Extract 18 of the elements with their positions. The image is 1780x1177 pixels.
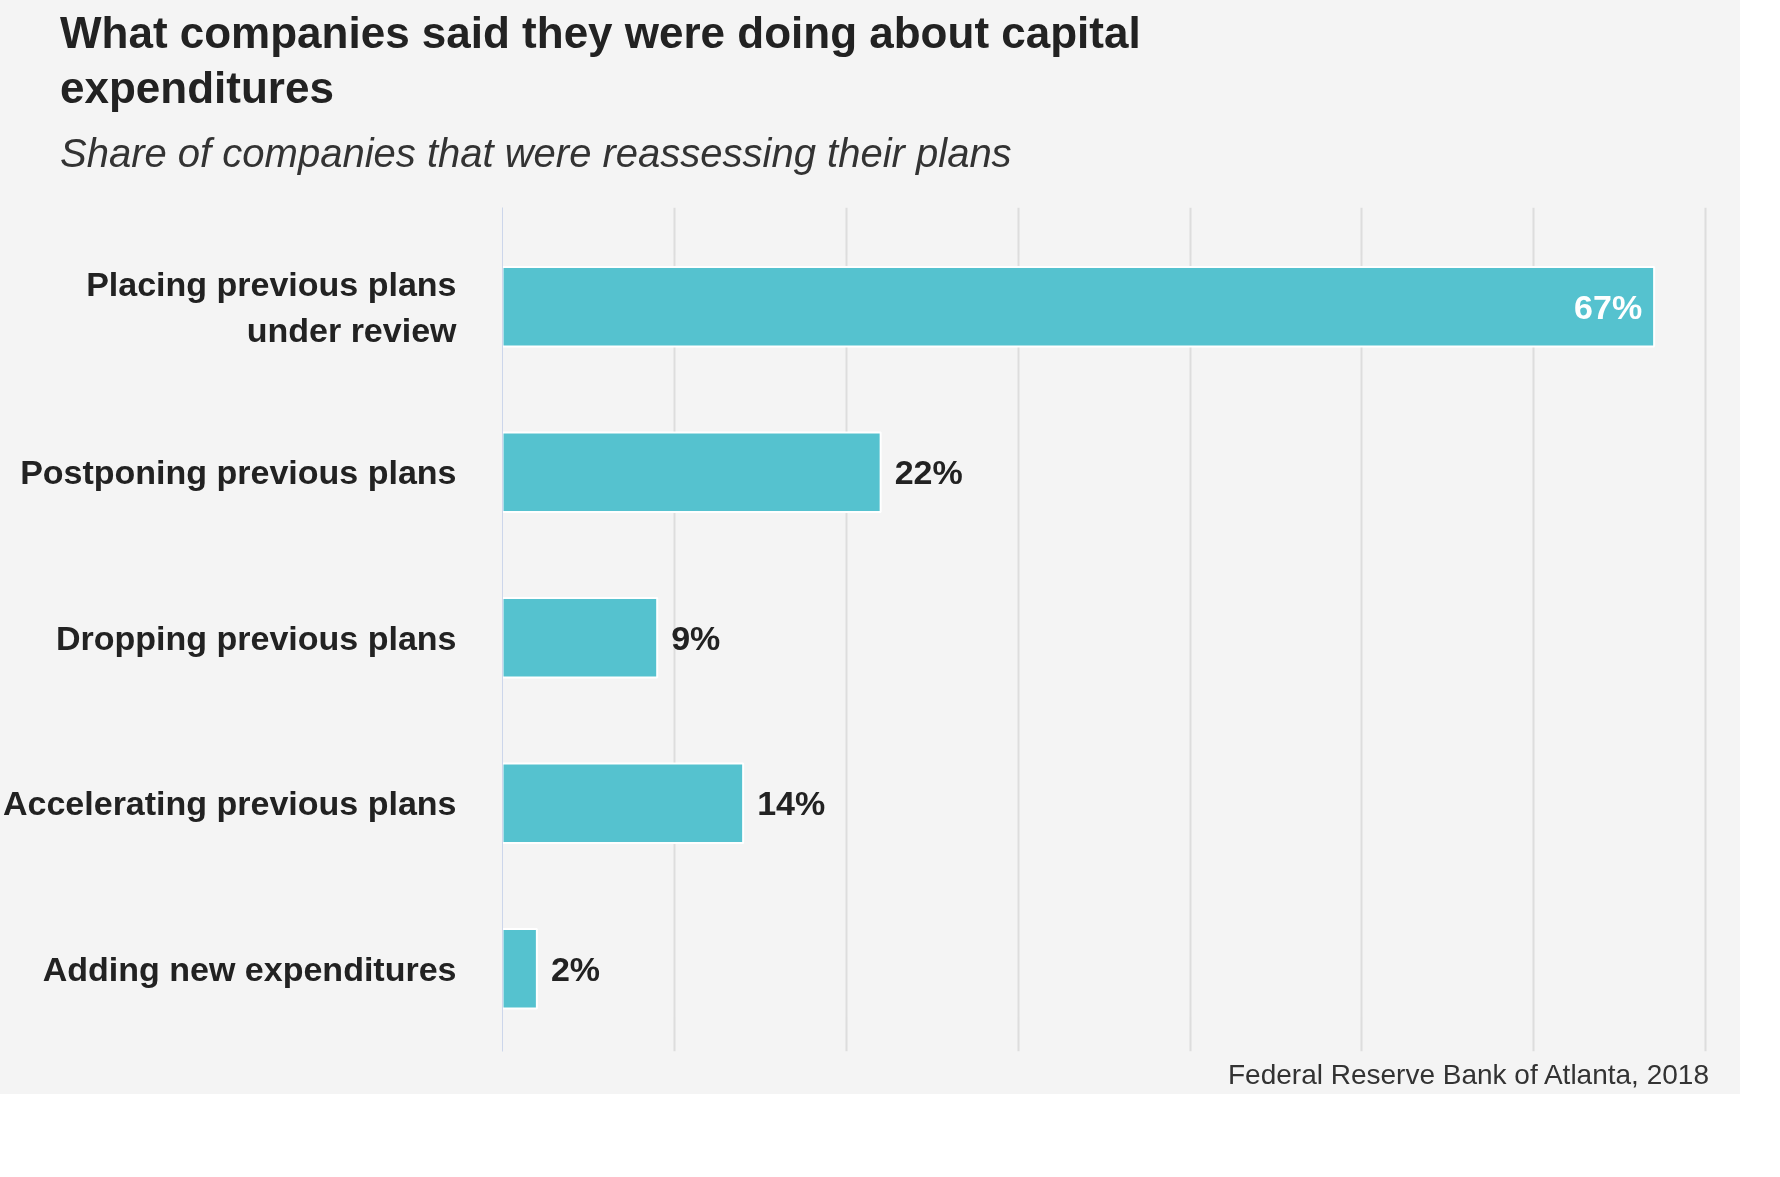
chart-subtitle: Share of companies that were reassessing their plans xyxy=(60,130,1012,177)
bar xyxy=(502,762,745,845)
data-label: 9% xyxy=(671,618,721,657)
data-label: 2% xyxy=(550,949,601,988)
y-tick-label: Postponing previous plans xyxy=(20,453,457,492)
y-tick-label: Accelerating previous plans xyxy=(3,784,457,823)
y-tick-label: Adding new expenditures xyxy=(42,949,457,988)
data-label: 67% xyxy=(1574,287,1643,326)
bar xyxy=(502,597,659,679)
y-tick-label: Dropping previous plans xyxy=(56,618,457,657)
y-tick-label: Placing previous plans under review xyxy=(86,265,458,349)
data-label: 14% xyxy=(757,784,826,823)
bar xyxy=(502,928,538,1010)
bar xyxy=(502,431,882,514)
data-label: 22% xyxy=(894,453,963,492)
chart-title: What companies said they were doing about capital expenditures xyxy=(60,7,1142,114)
text: Federal Reserve Bank of Atlanta, 2018 xyxy=(1227,1058,1709,1090)
bar xyxy=(502,266,1656,348)
